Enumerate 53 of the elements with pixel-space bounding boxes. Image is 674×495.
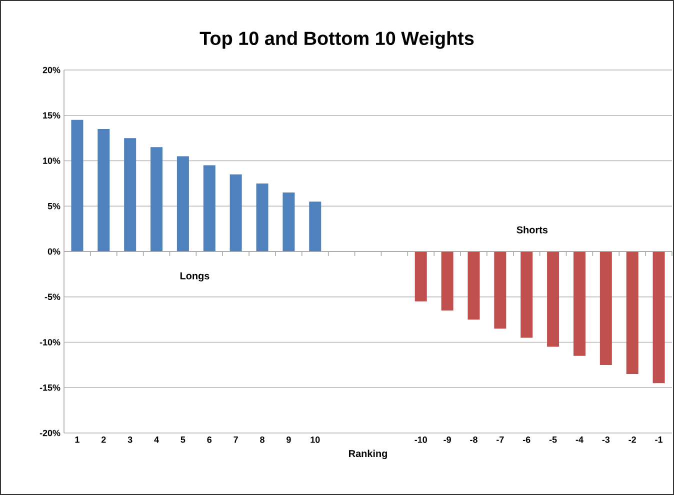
x-tick-label: -3 [602, 436, 610, 443]
y-tick-label: -5% [44, 294, 60, 300]
bar [71, 120, 84, 252]
chart-title: Top 10 and Bottom 10 Weights [200, 31, 474, 49]
bar [282, 192, 295, 252]
x-tick-label: 8 [260, 436, 264, 443]
y-tick-label: 0% [48, 248, 60, 255]
bar [573, 252, 586, 356]
x-tick-label: -7 [496, 436, 504, 443]
bar [626, 252, 638, 374]
x-tick-label: 2 [101, 436, 106, 443]
bar [124, 138, 136, 252]
bar [176, 156, 189, 252]
x-tick-label: 1 [75, 436, 80, 443]
bar [150, 147, 163, 252]
bar [414, 252, 427, 302]
x-axis-title: Ranking [349, 450, 387, 460]
x-tick-label: 5 [180, 436, 186, 443]
x-tick-label: 9 [286, 436, 291, 443]
annotation: Longs [180, 272, 210, 282]
bar [256, 183, 268, 252]
bar [309, 202, 322, 252]
bar [600, 252, 612, 365]
x-tick-label: 7 [234, 436, 238, 443]
bar [494, 252, 506, 329]
bar [520, 252, 533, 338]
x-tick-label: 10 [310, 436, 320, 443]
x-tick-label: -6 [522, 436, 530, 443]
bar [98, 128, 110, 252]
y-tick-label: 15% [43, 112, 60, 119]
bar [441, 252, 454, 310]
y-tick-label: -20% [40, 430, 60, 436]
bar [652, 252, 665, 384]
x-tick-label: -8 [470, 436, 478, 443]
y-tick-label: -15% [40, 384, 60, 391]
x-tick-label: 6 [207, 436, 212, 443]
bar [468, 252, 480, 320]
x-tick-label: -2 [628, 436, 636, 443]
y-tick-label: 5% [48, 202, 60, 210]
x-tick-label: 3 [128, 436, 132, 443]
x-tick-label: -10 [414, 436, 427, 443]
x-tick-label: 4 [154, 436, 159, 443]
bar [547, 252, 560, 347]
x-tick-label: -1 [655, 436, 663, 443]
x-tick-label: -4 [576, 436, 584, 443]
y-tick-label: 10% [43, 158, 60, 164]
bar [203, 165, 216, 252]
annotation: Shorts [516, 226, 548, 234]
x-tick-label: -5 [549, 436, 557, 443]
y-tick-label: -10% [40, 339, 60, 346]
x-tick-label: -9 [444, 436, 451, 443]
bar [230, 174, 242, 252]
y-tick-label: 20% [42, 66, 60, 74]
